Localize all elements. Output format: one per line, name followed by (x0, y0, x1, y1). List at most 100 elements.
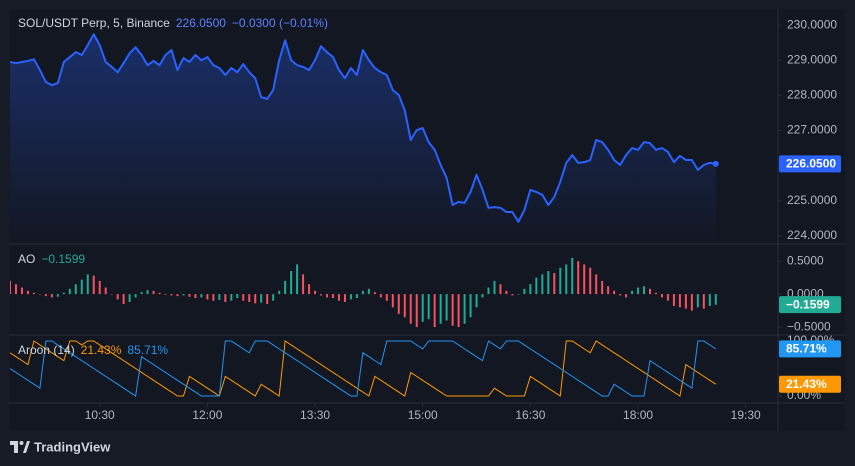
ao-bar (654, 292, 657, 295)
ao-bar (415, 294, 418, 328)
price-tag-label: 226.0500 (786, 157, 836, 171)
price-tag (779, 296, 841, 314)
ao-bar (379, 294, 382, 298)
ao-bar (272, 294, 275, 301)
ao-bar (547, 271, 550, 295)
last-price: 226.0500 (175, 16, 226, 30)
ao-bar (14, 284, 17, 295)
ao-bar (684, 294, 687, 309)
ao-bar (397, 294, 400, 314)
ao-bar (403, 294, 406, 318)
symbol-title: SOL/USDT Perp, 5, Binance (18, 16, 170, 30)
ao-bar (331, 294, 334, 299)
ao-value: −0.1599 (41, 252, 86, 266)
y-tick-label: 230.0000 (787, 17, 837, 31)
ao-bar (523, 288, 526, 295)
x-tick-label: 15:00 (408, 408, 438, 422)
ao-bar (320, 294, 323, 296)
ao-bar (104, 287, 107, 295)
ao-bar (116, 294, 119, 300)
ao-bar (571, 257, 574, 295)
logo-part (23, 441, 30, 453)
x-tick-label: 10:30 (85, 408, 115, 422)
ao-bar (164, 294, 167, 295)
ao-bar (56, 294, 59, 297)
ao-bar (92, 275, 95, 295)
ao-bar (511, 294, 514, 296)
ao-bar (481, 294, 484, 298)
price-tag (779, 340, 841, 358)
ao-bar (50, 294, 53, 298)
ao-bar (62, 292, 65, 295)
ao-bar (158, 292, 161, 295)
x-tick-label: 12:00 (192, 408, 222, 422)
ao-bar (391, 294, 394, 308)
ao-bar (409, 294, 412, 324)
aroon-pane (10, 340, 717, 397)
ao-bar (74, 284, 77, 295)
ao-bar (355, 294, 358, 299)
ao-bar (529, 284, 532, 295)
ao-bar (487, 287, 490, 295)
ao-bar (242, 294, 245, 301)
ao-bar (535, 277, 538, 295)
ao-bar (152, 290, 155, 295)
ao-bar (170, 294, 173, 296)
ao-bar (26, 290, 29, 295)
indicator-title: Aroon (14) (18, 343, 75, 357)
ao-bar (32, 292, 35, 295)
aroon-value: 85.71% (127, 343, 169, 357)
ao-bar (589, 267, 592, 295)
ao-bar (631, 290, 634, 295)
ao-bar (451, 294, 454, 326)
x-tick-label: 19:30 (731, 408, 761, 422)
ao-bar (613, 290, 616, 295)
aroon-line (10, 340, 717, 397)
ao-bar (140, 292, 143, 295)
ao-bar (290, 271, 293, 295)
ao-bar (439, 294, 442, 324)
brand-name: TradingView (34, 439, 111, 454)
ao-bar (200, 294, 203, 298)
ao-bar (194, 294, 197, 299)
ao-bar (10, 280, 11, 295)
ao-bar (457, 294, 460, 328)
ao-bar (541, 274, 544, 295)
ao-bar (38, 294, 41, 295)
ao-bar (326, 294, 329, 298)
x-tick-label: 18:00 (623, 408, 653, 422)
ao-bar (505, 290, 508, 295)
ao-bar (373, 292, 376, 295)
y-tick-label: 228.0000 (787, 88, 837, 102)
y-tick-label: 0.5000 (787, 253, 824, 267)
ao-bar (553, 273, 556, 295)
last-point (712, 160, 719, 167)
y-tick-label: 227.0000 (787, 123, 837, 137)
ao-bar (583, 264, 586, 295)
ao-bar (672, 294, 675, 306)
y-tick-label: 225.0000 (787, 193, 837, 207)
ao-bar (427, 294, 430, 320)
y-tick-label: −0.5000 (787, 319, 831, 333)
ao-bar (649, 288, 651, 295)
x-tick-label: 13:30 (300, 408, 330, 422)
ao-bar (601, 280, 604, 295)
price-tag-label: −0.1599 (786, 297, 830, 311)
ao-bar (296, 264, 299, 295)
ao-bar (666, 294, 669, 301)
ao-pane (10, 257, 717, 328)
ao-bar (469, 294, 472, 318)
ao-bar (176, 294, 179, 297)
y-tick-label: 224.0000 (787, 228, 837, 242)
ao-bar (595, 274, 598, 295)
ao-bar (367, 288, 370, 295)
ao-bar (637, 287, 640, 295)
price-pane (10, 33, 719, 244)
ao-bar (254, 294, 257, 304)
indicator-title: AO (18, 252, 36, 266)
ao-bar (308, 284, 311, 295)
ao-bar (517, 294, 520, 295)
ao-bar (146, 290, 149, 295)
